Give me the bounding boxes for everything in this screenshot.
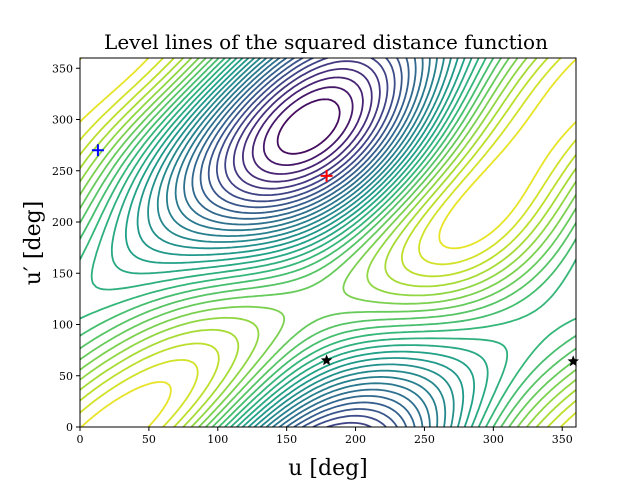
contour-level-line: [276, 98, 341, 155]
contour-level-line: [183, 58, 424, 427]
x-tick-label: 0: [77, 433, 84, 446]
contour-level-line: [80, 58, 576, 427]
contour-level-line: [207, 58, 403, 427]
y-axis-ticks: 0 50 100 150 200 250 300 350: [52, 62, 80, 434]
y-tick-label: 50: [59, 370, 73, 383]
contour-level-line: [242, 68, 373, 183]
contour-level-line: [262, 86, 354, 166]
star-marker: [567, 355, 579, 367]
contour-level-line: [110, 58, 489, 427]
contour-level-line: [80, 58, 576, 427]
y-tick-label: 350: [52, 62, 73, 75]
x-axis-label: u [deg]: [288, 456, 368, 480]
x-tick-label: 300: [483, 433, 504, 446]
contour-level-line: [156, 58, 447, 427]
contour-lines: [80, 58, 576, 427]
contour-level-line: [80, 58, 576, 427]
contour-level-line: [90, 58, 509, 427]
contour-level-line: [80, 58, 576, 427]
contour-level-line: [125, 58, 475, 427]
y-axis-label: u′ [deg]: [21, 201, 46, 286]
x-tick-label: 100: [207, 433, 228, 446]
contour-level-line: [166, 58, 439, 427]
plot-frame: [79, 57, 577, 428]
chart-title: Level lines of the squared distance func…: [104, 30, 548, 54]
contour-level-line: [174, 58, 431, 427]
plus-marker: [91, 144, 104, 157]
y-tick-label: 0: [66, 421, 73, 434]
contour-level-line: [80, 58, 576, 427]
y-tick-label: 200: [52, 216, 73, 229]
y-tick-label: 250: [52, 165, 73, 178]
x-tick-label: 250: [414, 433, 435, 446]
contour-level-line: [251, 76, 364, 175]
contour-level-line: [232, 60, 381, 190]
y-tick-label: 100: [52, 319, 73, 332]
star-marker: [320, 354, 333, 366]
x-axis-ticks: 0 50 100 150 200 250 300 350: [77, 427, 573, 446]
x-tick-label: 350: [552, 433, 573, 446]
contour-level-line: [80, 58, 576, 427]
plus-marker: [320, 169, 333, 182]
point-markers: [91, 144, 579, 367]
y-tick-label: 150: [52, 267, 73, 280]
contour-level-line: [80, 58, 576, 427]
y-tick-label: 300: [52, 114, 73, 127]
contour-level-line: [191, 58, 417, 427]
x-tick-label: 200: [345, 433, 366, 446]
x-tick-label: 150: [276, 433, 297, 446]
x-tick-label: 50: [142, 433, 156, 446]
